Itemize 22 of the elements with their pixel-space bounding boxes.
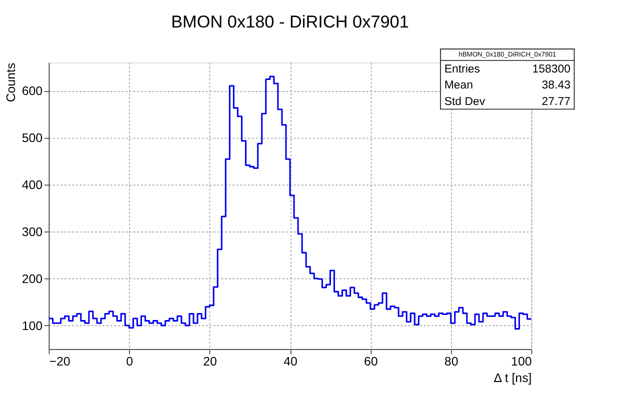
x-tick-label: −20 <box>49 354 70 369</box>
x-tick-label: 100 <box>511 354 532 369</box>
y-tick-label: 300 <box>22 224 43 239</box>
y-tick-label: 400 <box>22 178 43 192</box>
y-tick-label: 200 <box>22 272 43 286</box>
x-tick-label: 60 <box>364 354 378 369</box>
x-axis-title: Δ t [ns] <box>494 370 532 385</box>
text: 27.77 <box>542 96 570 108</box>
y-tick-label: 500 <box>22 130 43 145</box>
y-tick-label: 100 <box>22 318 43 333</box>
x-tick-label: 0 <box>126 354 134 369</box>
x-tick-label: 40 <box>284 354 298 369</box>
annotation: Entries <box>444 63 480 76</box>
chart-title: BMON 0x180 - DiRICH 0x7901 <box>171 11 409 32</box>
x-tick-label: 80 <box>444 354 458 369</box>
annotation: Std Dev <box>444 96 486 108</box>
y-tick-label: 600 <box>22 84 43 98</box>
y-axis-title: Counts <box>4 62 18 102</box>
x-tick-label: 20 <box>203 354 218 369</box>
text: 38.43 <box>542 80 570 92</box>
text: 158300 <box>532 63 570 76</box>
annotation: Mean <box>444 80 473 92</box>
